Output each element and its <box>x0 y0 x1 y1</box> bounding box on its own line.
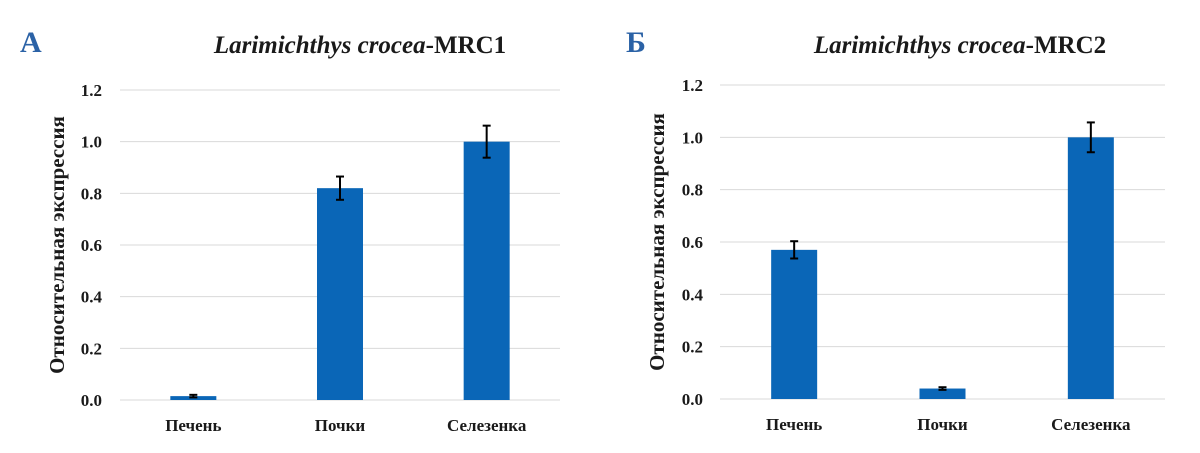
y-tick-label: 0.8 <box>81 184 102 203</box>
chart-panel-a: A Larimichthys crocea-MRC1 0.0 0.2 0.4 0.6 0.… <box>20 26 560 435</box>
y-tick-label: 0.4 <box>81 288 103 307</box>
y-tick-label: 1.0 <box>81 133 102 152</box>
chart-title-rest: -MRC2 <box>1026 32 1107 59</box>
panel-letter-b: Б <box>626 26 646 59</box>
y-tick-label: 1.0 <box>682 128 703 147</box>
y-tick-label: 1.2 <box>682 76 703 95</box>
chart-title-rest: -MRC1 <box>426 32 507 59</box>
panel-letter-a: A <box>20 26 42 59</box>
y-tick-label: 0.2 <box>81 339 102 358</box>
x-category-label: Селезенка <box>447 416 527 435</box>
bar <box>919 388 966 399</box>
y-tick-label: 0.8 <box>682 181 703 200</box>
y-tick-label: 0.6 <box>682 233 703 252</box>
chart-title: Larimichthys crocea-MRC1 <box>213 32 506 59</box>
y-tick-label: 0.4 <box>682 285 704 304</box>
y-tick-label: 0.6 <box>81 236 102 255</box>
chart-title-italic: Larimichthys crocea <box>213 32 426 59</box>
bar <box>317 188 363 400</box>
y-tick-label: 1.2 <box>81 81 102 100</box>
y-tick-label: 0.2 <box>682 338 703 357</box>
bar <box>771 249 818 399</box>
chart-panel-b: Б Larimichthys crocea-MRC2 0.0 0.2 0.4 0.6 0.… <box>600 0 1200 453</box>
x-category-label: Печень <box>165 416 221 435</box>
y-tick-label: 0.0 <box>81 391 102 410</box>
y-axis-label: Относительная экспрессия <box>45 116 69 374</box>
x-category-label: Почки <box>917 415 968 434</box>
chart-b-svg: Larimichthys crocea-MRC2 0.0 0.2 0.4 0.6 0.8 1… <box>645 32 1165 434</box>
chart-title: Larimichthys crocea-MRC2 <box>813 32 1106 59</box>
x-category-label: Селезенка <box>1051 415 1131 434</box>
y-tick-label: 0.0 <box>682 390 703 409</box>
chart-a-svg: Larimichthys crocea-MRC1 0.0 0.2 0.4 0.6 0.8 1… <box>45 32 560 435</box>
y-axis-label: Относительная экспрессия <box>645 113 669 371</box>
bar <box>463 141 510 400</box>
chart-title-italic: Larimichthys crocea <box>813 32 1026 59</box>
x-category-label: Почки <box>315 416 366 435</box>
bar <box>1067 137 1114 400</box>
x-category-label: Печень <box>766 415 822 434</box>
